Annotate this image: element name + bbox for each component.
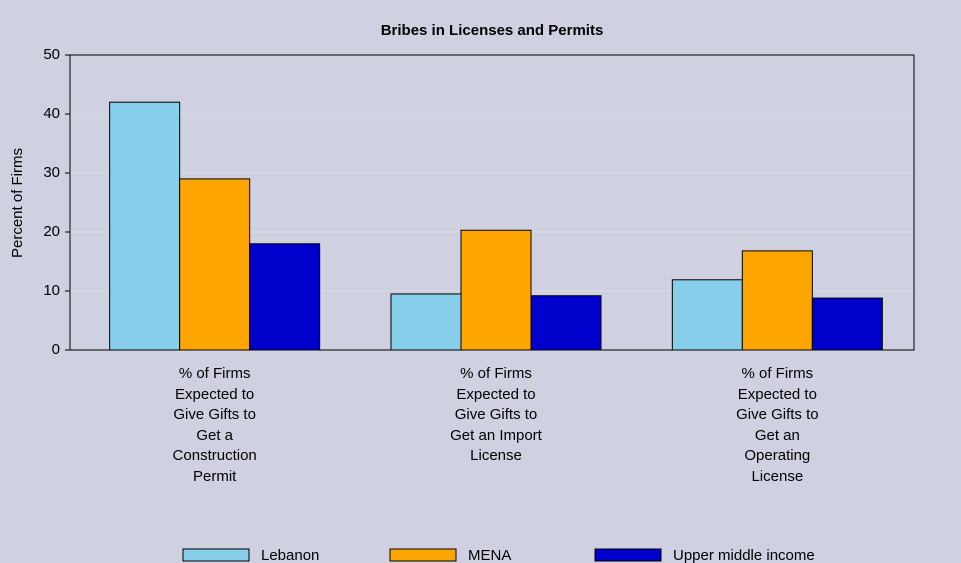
legend-swatch xyxy=(182,548,250,562)
bar xyxy=(179,178,251,351)
x-tick-label: % of Firms Expected to Give Gifts to Get… xyxy=(172,365,257,485)
legend-swatch xyxy=(594,548,662,562)
legend-label: Upper middle income xyxy=(673,547,815,563)
y-tick-label: 20 xyxy=(43,223,60,240)
bar xyxy=(671,279,743,351)
x-tick-label: % of Firms Expected to Give Gifts to Get… xyxy=(736,365,819,485)
bar xyxy=(811,297,883,351)
legend-label: Lebanon xyxy=(261,547,319,563)
x-tick-label: % of Firms Expected to Give Gifts to Get… xyxy=(450,365,542,464)
y-tick-label: 40 xyxy=(43,105,60,122)
bar xyxy=(741,250,813,351)
y-tick-label: 10 xyxy=(43,282,60,299)
bar xyxy=(390,293,462,351)
bar xyxy=(460,229,532,351)
y-tick-label: 0 xyxy=(52,341,60,358)
y-axis-label: Percent of Firms xyxy=(9,148,26,258)
legend-swatch xyxy=(389,548,457,562)
bar xyxy=(530,295,602,351)
chart-title: Bribes in Licenses and Permits xyxy=(381,22,604,39)
y-tick-label: 30 xyxy=(43,164,60,181)
bar xyxy=(109,101,181,351)
bar xyxy=(249,243,321,351)
legend-label: MENA xyxy=(468,547,511,563)
y-tick-label: 50 xyxy=(43,46,60,63)
